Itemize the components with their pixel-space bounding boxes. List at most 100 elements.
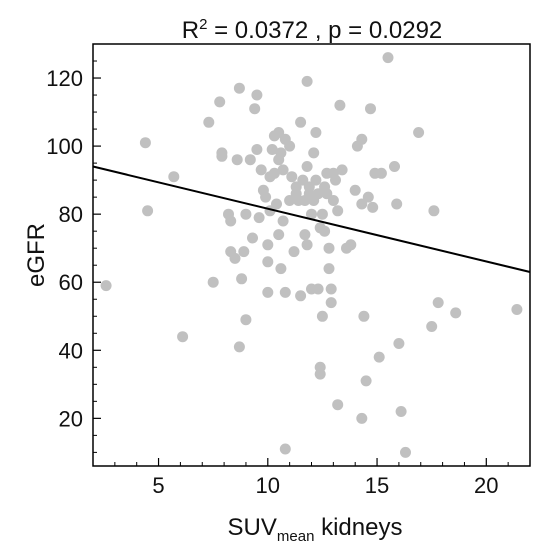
data-points	[100, 52, 523, 458]
data-point	[288, 246, 300, 258]
data-point	[301, 75, 313, 87]
data-point	[413, 127, 425, 138]
data-point	[100, 280, 112, 292]
x-label-subscript: mean	[277, 528, 315, 545]
y-tick-label: 100	[46, 134, 83, 159]
y-tick-label: 20	[59, 406, 83, 431]
data-point	[297, 174, 309, 186]
data-point	[290, 181, 302, 193]
data-point	[244, 154, 256, 166]
data-point	[367, 201, 379, 213]
x-label-rest: kidneys	[314, 514, 402, 541]
data-point	[225, 215, 237, 227]
data-point	[275, 263, 287, 275]
data-point	[249, 103, 261, 115]
data-point	[240, 314, 252, 326]
title-statistics: = 0.0372 , p = 0.0292	[207, 17, 442, 44]
axis-ticks	[92, 43, 531, 466]
data-point	[295, 116, 307, 128]
data-point	[356, 412, 368, 424]
data-point	[375, 167, 387, 179]
data-point	[395, 406, 407, 417]
data-point	[389, 161, 400, 172]
data-point	[314, 368, 326, 380]
x-tick-label: 20	[474, 473, 498, 498]
data-point	[332, 205, 344, 217]
data-point	[334, 99, 346, 111]
data-point	[345, 239, 357, 251]
data-point	[299, 229, 311, 241]
data-point	[255, 164, 267, 176]
x-axis-label: SUVmean kidneys	[228, 514, 403, 545]
x-tick-label: 5	[152, 473, 164, 498]
data-point	[358, 310, 370, 322]
data-point	[233, 82, 245, 94]
data-point	[295, 290, 307, 302]
y-tick-label: 60	[59, 270, 83, 295]
data-point	[306, 208, 317, 220]
data-point	[273, 229, 285, 241]
data-point	[253, 212, 265, 224]
data-point	[316, 208, 328, 220]
data-point	[321, 188, 333, 200]
data-point	[301, 239, 313, 251]
data-point	[286, 171, 298, 183]
data-point	[365, 103, 376, 115]
data-point	[203, 116, 215, 128]
data-point	[382, 52, 394, 64]
data-point	[312, 283, 324, 295]
x-tick-label: 15	[365, 473, 389, 498]
data-point	[327, 195, 339, 206]
data-point	[262, 256, 274, 268]
data-point	[301, 161, 313, 172]
data-point	[275, 147, 287, 159]
y-axis-label: eGFR	[23, 223, 50, 287]
title-superscript: 2	[199, 16, 207, 33]
x-label-main: SUV	[228, 514, 277, 541]
data-point	[356, 133, 368, 145]
data-point	[336, 164, 348, 176]
regression-line	[92, 165, 531, 273]
data-point	[177, 331, 189, 343]
y-tick-label: 80	[59, 202, 83, 227]
data-point	[325, 283, 337, 295]
data-point	[216, 147, 228, 159]
data-point	[310, 174, 322, 186]
y-tick-label: 40	[59, 338, 83, 363]
data-point	[450, 307, 462, 319]
data-point	[271, 198, 282, 210]
tick-labels: 5 10 15 20 20 40 60 80 100 120	[46, 66, 498, 498]
data-point	[247, 232, 258, 244]
data-point	[391, 198, 403, 210]
data-point	[373, 351, 385, 363]
data-point	[238, 246, 250, 258]
data-point	[316, 310, 328, 322]
data-point	[266, 144, 278, 155]
data-point	[262, 239, 274, 251]
data-point	[393, 338, 405, 349]
data-point	[312, 188, 324, 200]
data-point	[233, 341, 245, 353]
data-point	[426, 321, 438, 332]
x-tick-label: 10	[256, 473, 280, 498]
data-point	[251, 144, 263, 155]
data-point	[207, 276, 219, 288]
data-point	[277, 164, 289, 176]
data-point	[214, 96, 226, 108]
data-point	[284, 195, 296, 206]
data-point	[284, 140, 296, 152]
data-point	[240, 208, 252, 220]
data-point	[400, 446, 411, 458]
plot-frame	[92, 43, 531, 467]
data-point	[260, 191, 272, 203]
data-point	[511, 304, 523, 315]
data-point	[330, 174, 341, 186]
data-point	[262, 286, 274, 298]
chart-title: R2 = 0.0372 , p = 0.0292	[182, 16, 443, 44]
data-point	[362, 191, 374, 203]
data-point	[332, 399, 344, 411]
data-point	[428, 205, 440, 217]
data-point	[142, 205, 154, 217]
title-r: R	[182, 17, 199, 44]
